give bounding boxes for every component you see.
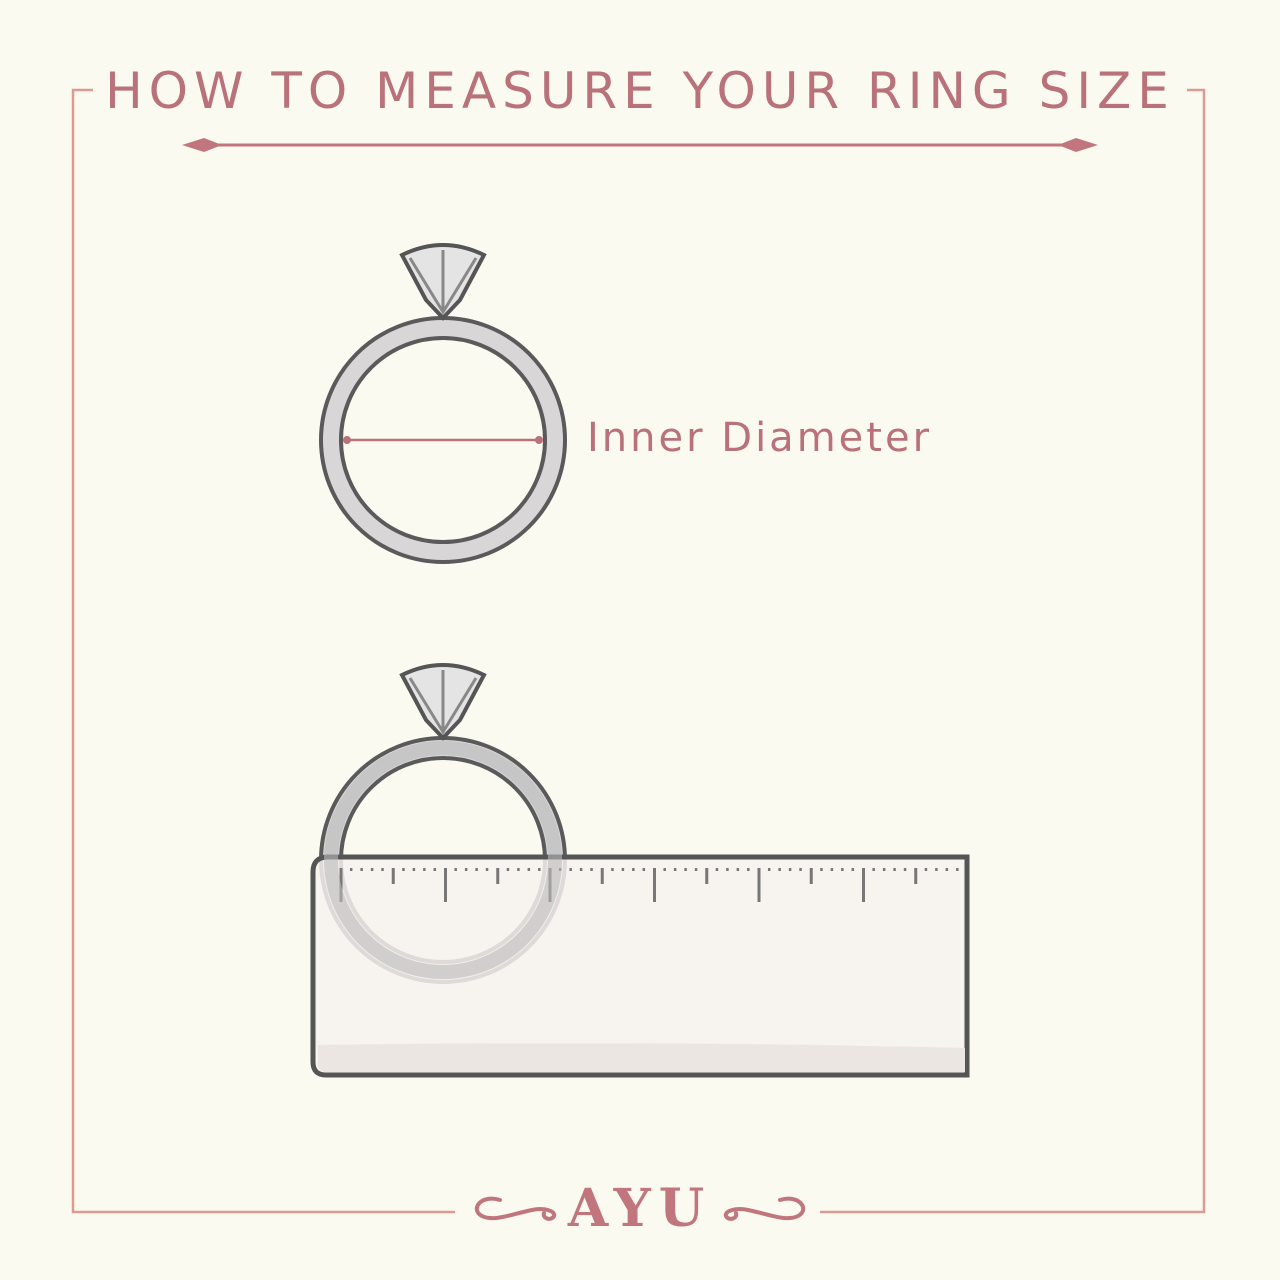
ruler-tick — [538, 868, 541, 871]
ruler-tick — [903, 868, 907, 871]
ruler-tick — [590, 868, 593, 871]
inner-diameter-label: Inner Diameter — [587, 415, 933, 461]
ruler-tick — [820, 868, 823, 871]
ruler-tick — [402, 868, 405, 871]
ruler-tick — [757, 868, 761, 902]
ruler-tick — [851, 868, 855, 871]
ruler-tick — [381, 868, 384, 871]
title-divider — [182, 138, 1098, 152]
ruler-tick — [454, 868, 457, 871]
flourish-icon — [474, 1196, 806, 1221]
ruler-tick — [893, 868, 896, 871]
ruler-tick — [830, 868, 834, 871]
ruler-tick — [705, 868, 709, 884]
ruler-tick — [747, 868, 750, 871]
ruler-tick — [517, 868, 520, 871]
brand-logo: AYU — [567, 1178, 713, 1239]
ruler-tick — [862, 868, 865, 902]
ruler-tick — [600, 868, 604, 884]
ruler-tick — [412, 868, 416, 871]
ruler-tick — [370, 868, 374, 871]
ruler-tick — [621, 868, 625, 871]
ruler-tick — [694, 868, 698, 871]
ring-with-diamond-icon — [319, 243, 567, 564]
ruler-tick — [653, 868, 656, 902]
ruler-tick — [809, 868, 813, 884]
ruler-tick — [632, 868, 635, 871]
ruler-tick — [673, 868, 677, 871]
ruler-tick — [684, 868, 687, 871]
ruler-tick — [475, 868, 478, 871]
ruler-tick — [349, 868, 353, 871]
ruler-tick — [956, 868, 959, 871]
ruler-tick — [872, 868, 875, 871]
ruler-tick — [841, 868, 844, 871]
ruler-tick — [360, 868, 363, 871]
page-title: HOW TO MEASURE YOUR RING SIZE — [0, 62, 1280, 120]
ring-behind-ruler — [324, 741, 562, 979]
ruler-tick — [391, 868, 395, 884]
ruler-tick — [506, 868, 510, 871]
ruler-tick — [736, 868, 740, 871]
ruler-icon — [310, 854, 970, 1078]
ruler-tick — [642, 868, 646, 871]
ruler-tick — [496, 868, 500, 884]
ruler-tick — [767, 868, 771, 871]
inner-diameter-arrow — [343, 436, 543, 444]
ruler-tick — [914, 868, 918, 884]
ruler-tick — [715, 868, 719, 871]
ruler-tick — [663, 868, 666, 871]
ruler-tick — [485, 868, 489, 871]
ruler-tick — [433, 868, 437, 871]
ruler-tick — [423, 868, 426, 871]
ruler-tick — [579, 868, 583, 871]
ruler-tick — [924, 868, 928, 871]
ruler-tick — [935, 868, 938, 871]
ruler-tick — [464, 868, 468, 871]
ruler-tick — [945, 868, 949, 871]
ruler-tick — [882, 868, 886, 871]
ruler-tick — [788, 868, 792, 871]
ruler-tick — [444, 868, 447, 902]
ruler-tick — [569, 868, 572, 871]
ruler-tick — [726, 868, 729, 871]
ruler-tick — [527, 868, 531, 871]
ruler-tick — [611, 868, 614, 871]
ruler-tick — [799, 868, 802, 871]
ruler-tick — [778, 868, 781, 871]
